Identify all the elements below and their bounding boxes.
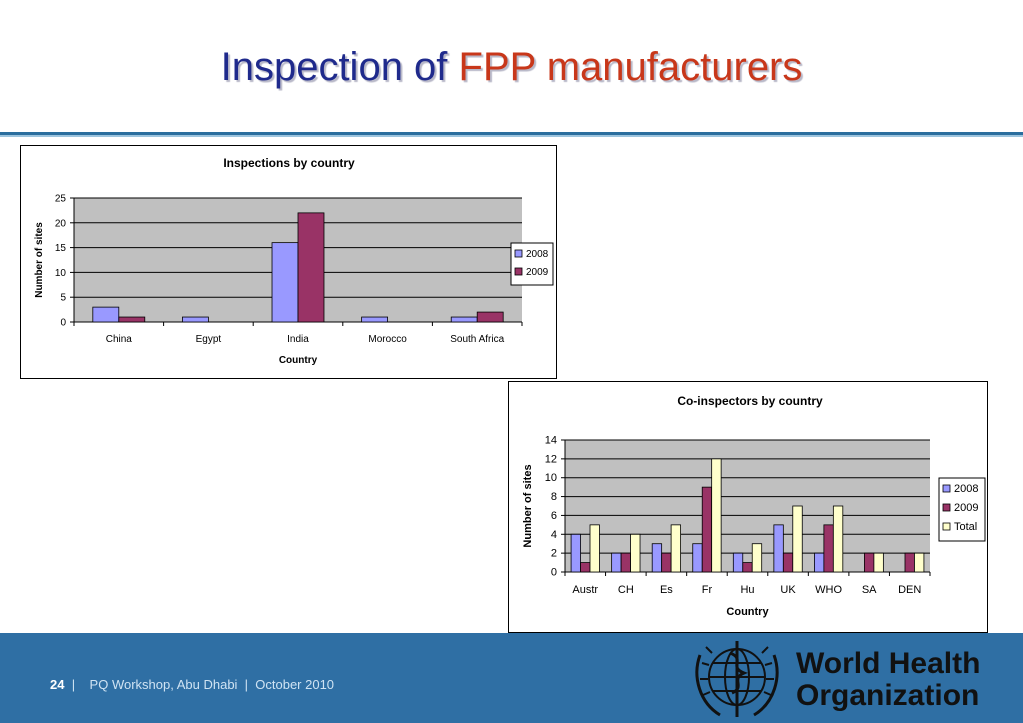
y-tick-label: 0 [60,318,66,329]
x-tick-label: China [106,334,133,345]
footer-caption: PQ Workshop, Abu Dhabi | October 2010 [89,677,335,692]
x-tick-label: South Africa [450,334,504,345]
y-tick-label: 14 [545,435,557,447]
bar [670,524,681,573]
x-tick-label: UK [780,584,796,596]
bar [580,562,591,573]
x-tick-label: SA [862,584,877,596]
chart-2-frame: Co-inspectors by country 0 2 4 6 8 10 12 14 Austr… [508,381,988,633]
bar [792,505,803,573]
bar [611,552,622,573]
legend-entry: 2009 [954,502,978,514]
who-logo: World Health Organization [695,641,980,717]
title-divider-light [0,135,1023,137]
bar [450,316,478,323]
bar [751,543,763,573]
bar [589,524,600,573]
x-tick-label: WHO [815,584,842,596]
legend-swatch [942,484,951,493]
title-divider [0,132,1023,135]
y-tick-label: 6 [551,510,557,522]
legend-swatch [514,267,523,276]
y-tick-label: 12 [545,453,557,465]
x-axis-label: Country [279,355,318,366]
x-tick-label: Egypt [196,334,222,345]
bar [711,458,722,573]
bar [92,306,120,323]
y-tick-label: 5 [60,293,66,304]
x-tick-label: Austr [572,584,598,596]
y-tick-label: 8 [551,491,557,503]
co-inspectors-chart: Co-inspectors by country 0 2 4 6 8 10 12 14 Austr… [522,394,986,618]
logo-line-1: World Health [796,647,980,680]
bar [732,552,744,573]
plot-area [565,440,930,572]
y-tick-label: 2 [551,548,557,560]
bar [692,543,703,573]
legend-swatch [942,503,951,512]
bar [904,552,915,573]
bar [773,524,784,573]
y-tick-label: 10 [55,268,67,279]
chart-title: Co-inspectors by country [677,394,823,408]
bar [570,533,581,573]
legend-entry: Total [954,521,977,533]
bar [182,316,209,323]
y-tick-label: 20 [55,218,67,229]
logo-line-2: Organization [796,679,979,712]
slide-title: Inspection of FPP manufacturers [0,42,1023,92]
legend-entry: 2008 [526,249,549,260]
x-tick-label: CH [618,584,634,596]
inspections-chart: Inspections by country 0 5 10 15 20 25 China Egy… [34,156,554,366]
x-tick-label: Hu [740,584,754,596]
bar [620,552,631,573]
y-tick-label: 0 [551,567,557,579]
bar [742,562,753,573]
bar [651,543,663,573]
bar [271,242,299,323]
title-part-1: Inspection of [220,45,459,89]
bar [661,552,672,573]
legend-swatch [514,249,523,258]
y-tick-label: 15 [55,243,67,254]
y-tick-label: 25 [55,194,67,205]
x-tick-label: Fr [702,584,713,596]
title-part-2: FPP manufacturers [458,45,803,89]
chart-title: Inspections by country [223,156,355,170]
bar [297,212,325,323]
legend-entry: 2008 [954,483,978,495]
x-axis-label: Country [726,606,769,618]
who-emblem-icon [695,641,779,717]
x-tick-label: India [287,334,309,345]
x-tick-label: DEN [898,584,921,596]
bar [864,552,875,573]
bar [701,486,713,573]
bar [476,311,504,323]
x-tick-label: Es [660,584,673,596]
legend-swatch [942,522,951,531]
bar [630,533,641,573]
page-number: 24 [50,677,65,692]
bar [361,316,388,323]
bar [782,552,794,573]
bar [914,552,925,573]
legend-box [510,242,554,286]
y-tick-label: 4 [551,529,557,541]
y-axis-label: Number of sites [34,222,45,298]
legend-entry: 2009 [526,267,549,278]
footer-bar [0,633,1023,723]
chart-1-frame: Inspections by country 0 5 10 15 20 25 China Egy… [20,145,557,379]
bar [832,505,844,573]
footer-text: 24 | PQ Workshop, Abu Dhabi | October 20… [50,677,334,692]
bar [814,552,825,573]
bar [118,316,146,323]
y-axis-label: Number of sites [522,464,534,547]
y-tick-label: 10 [545,472,557,484]
bar [823,524,834,573]
x-tick-label: Morocco [368,334,407,345]
footer-separator: | [71,677,76,692]
bar [873,552,884,573]
